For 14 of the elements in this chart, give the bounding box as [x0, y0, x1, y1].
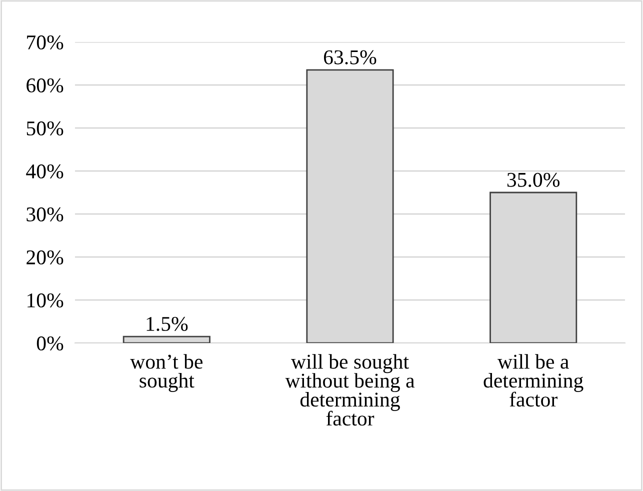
- data-label: 35.0%: [507, 172, 560, 187]
- y-tick-label: 40%: [26, 164, 64, 178]
- y-tick-label: 50%: [26, 121, 64, 136]
- y-tick-label: 30%: [26, 207, 64, 222]
- y-tick-label: 0%: [36, 336, 64, 350]
- data-label: 63.5%: [324, 50, 376, 64]
- data-label: 1.5%: [146, 316, 188, 332]
- y-tick-label: 60%: [26, 78, 64, 92]
- x-tick-label: won’t be sought: [130, 354, 202, 392]
- x-tick-label: will be a determining factor: [484, 354, 584, 407]
- y-tick-label: 70%: [27, 35, 64, 50]
- x-tick-label: will be sought without being a determining factor: [285, 354, 415, 426]
- y-tick-label: 10%: [28, 293, 64, 308]
- y-tick-label: 20%: [26, 250, 64, 264]
